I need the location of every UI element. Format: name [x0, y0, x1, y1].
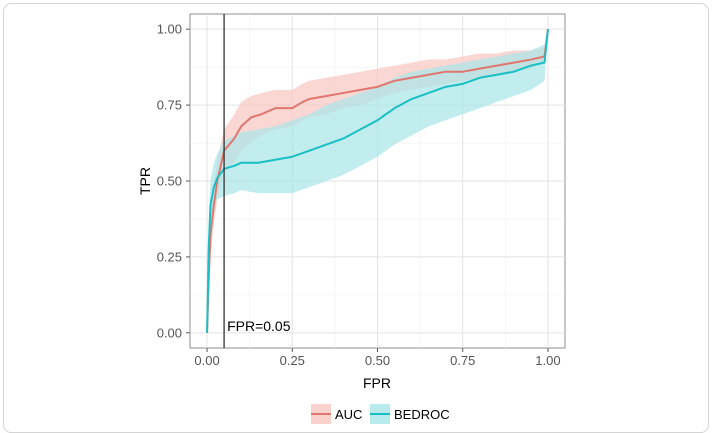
x-tick-label: 0.75 [450, 353, 475, 368]
confidence-bands [207, 29, 548, 333]
y-tick-label: 1.00 [157, 22, 182, 37]
x-tick-label: 0.00 [194, 353, 219, 368]
x-axis-label: FPR [363, 375, 391, 391]
y-tick-label: 0.75 [157, 98, 182, 113]
band-auc [207, 29, 548, 333]
x-tick-label: 0.25 [280, 353, 305, 368]
y-tick-label: 0.50 [157, 174, 182, 189]
y-axis-ticks: 0.00 0.25 0.50 0.75 1.00 [157, 22, 190, 340]
line-auc [206, 29, 549, 333]
series-lines [206, 29, 549, 333]
line-bedroc [206, 29, 549, 333]
legend: AUC BEDROC [311, 404, 450, 424]
roc-chart: FPR=0.05 0.00 0.25 0.50 0.75 1.00 0.000.250.… [137, 13, 566, 424]
y-axis-label: TPR [137, 167, 153, 195]
x-axis-ticks: 0.00 0.25 0.50 0.75 1.00 [194, 348, 561, 368]
fpr-threshold-label: FPR=0.05 [227, 318, 291, 334]
y-tick-label: 0.25 [157, 249, 182, 264]
legend-label-bedroc: BEDROC [394, 407, 450, 422]
y-tick-label: 0.00 [157, 325, 182, 340]
legend-label-auc: AUC [335, 407, 362, 422]
band-bedroc [207, 29, 548, 333]
x-tick-label: 0.50 [365, 353, 390, 368]
x-tick-label: 1.00 [535, 353, 560, 368]
